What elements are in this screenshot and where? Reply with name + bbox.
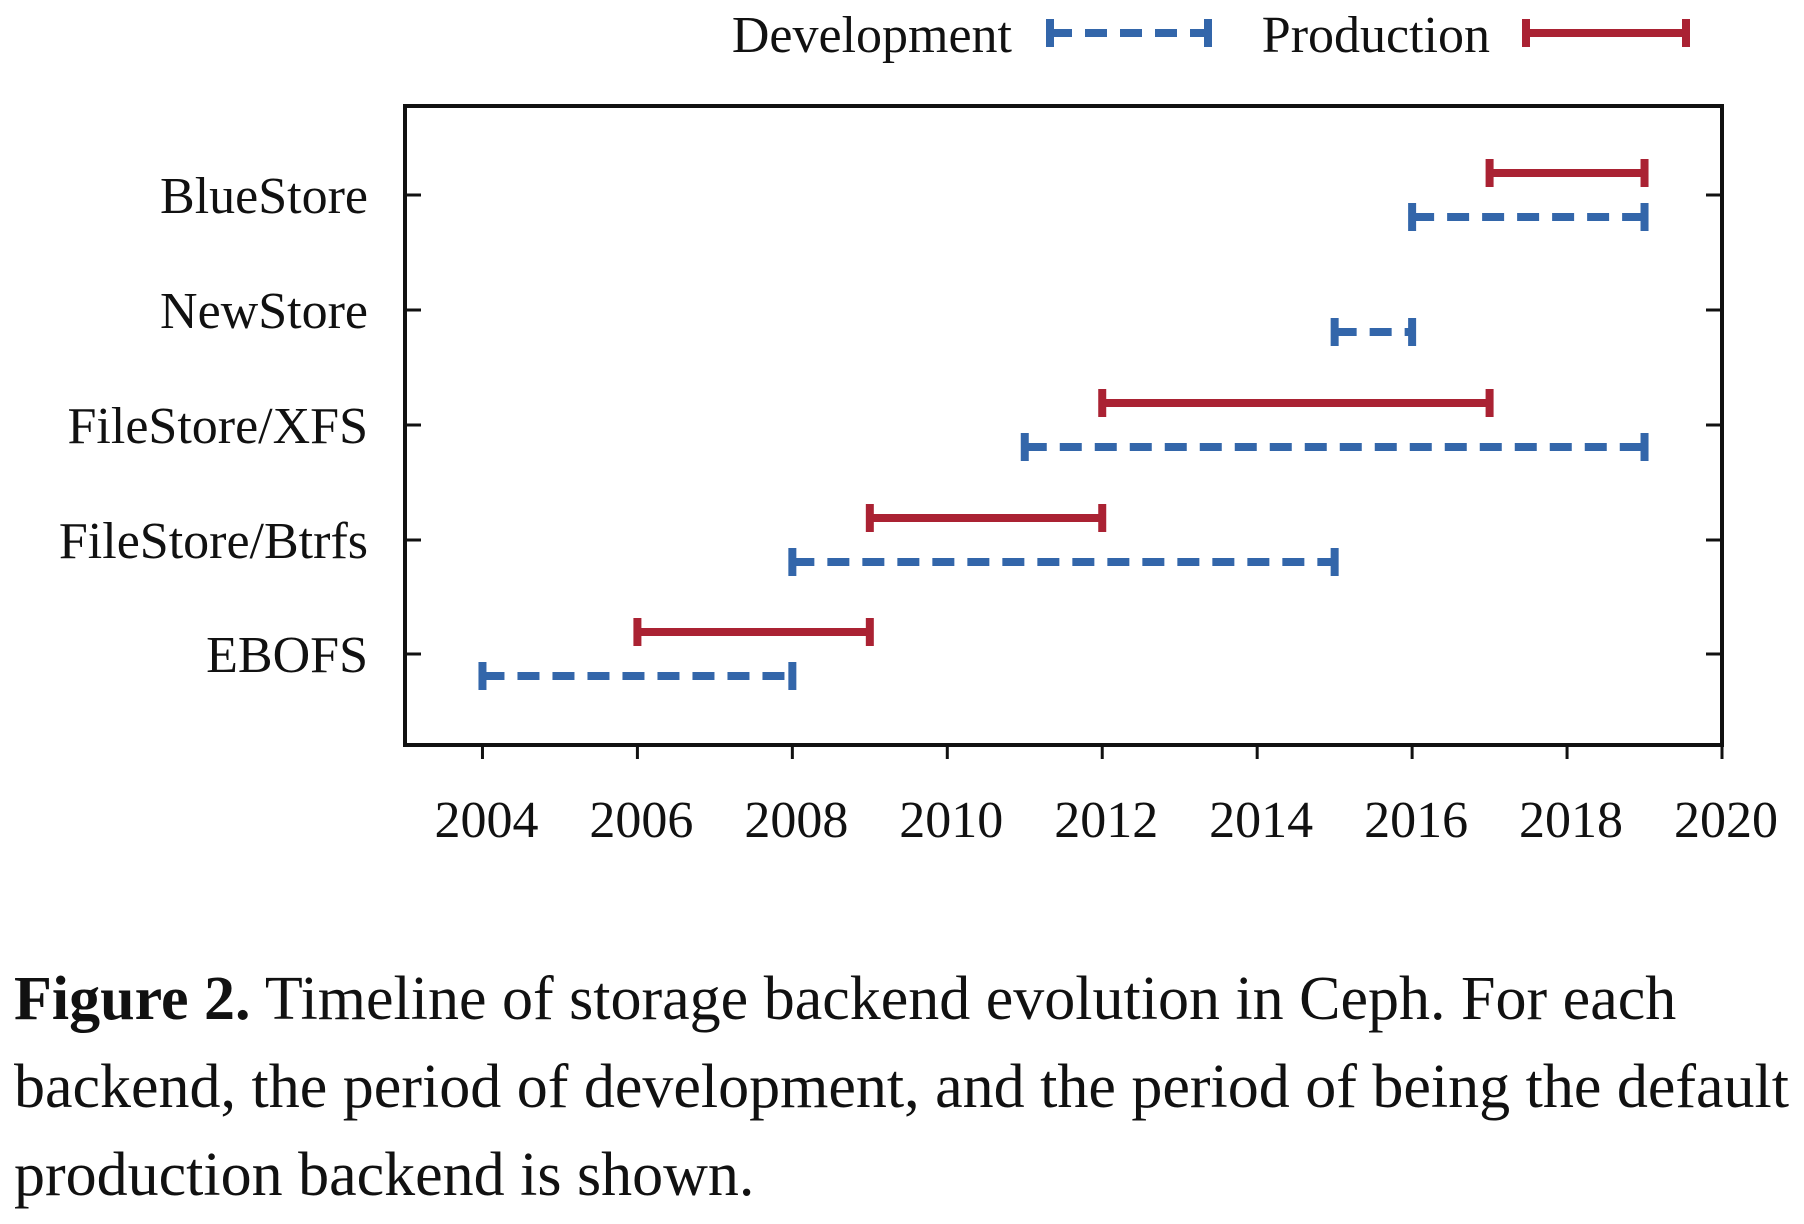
interval-bars — [478, 159, 1649, 690]
y-tick-label-filestore-btrfs: FileStore/Btrfs — [59, 513, 368, 570]
y-tick-label-filestore-xfs: FileStore/XFS — [68, 398, 369, 455]
development-bar-filestore-xfs — [1020, 433, 1649, 461]
x-tick-label-2020: 2020 — [1674, 792, 1778, 849]
caption-text: Timeline of storage backend evolution in… — [14, 965, 1789, 1209]
y-tick-label-bluestore: BlueStore — [160, 168, 368, 225]
legend-label-production: Production — [1262, 7, 1490, 64]
x-tick-label-2004: 2004 — [434, 792, 538, 849]
plot-frame — [403, 104, 1724, 747]
y-tick-label-newstore: NewStore — [160, 283, 368, 340]
development-bar-newstore — [1330, 318, 1417, 346]
axes: EBOFS FileStore/Btrfs FileStore/XFS NewStor… — [59, 104, 1778, 849]
x-tick-label-2014: 2014 — [1209, 792, 1313, 849]
x-tick-label-2012: 2012 — [1054, 792, 1158, 849]
production-bar-filestore-btrfs — [865, 504, 1107, 532]
x-tick-label-2006: 2006 — [589, 792, 693, 849]
legend-label-development: Development — [732, 7, 1013, 64]
x-tick-label-2008: 2008 — [744, 792, 848, 849]
production-bar-filestore-xfs — [1098, 389, 1494, 417]
x-tick-label-2016: 2016 — [1364, 792, 1468, 849]
y-tick-label-ebofs: EBOFS — [206, 627, 368, 684]
development-bar-ebofs — [478, 662, 797, 690]
production-bar-bluestore — [1485, 159, 1649, 187]
legend-swatch-development — [1046, 19, 1212, 47]
caption-label: Figure 2. — [14, 965, 251, 1033]
figure-caption: Figure 2. Timeline of storage backend ev… — [14, 955, 1794, 1219]
development-bar-bluestore — [1408, 203, 1649, 231]
timeline-chart: Development Production EBOFS FileStore/Btr… — [59, 7, 1778, 849]
development-bar-filestore-btrfs — [788, 548, 1339, 576]
x-tick-label-2018: 2018 — [1519, 792, 1623, 849]
x-tick-label-2010: 2010 — [899, 792, 1003, 849]
legend: Development Production — [732, 7, 1690, 64]
legend-swatch-production — [1522, 19, 1690, 47]
production-bar-ebofs — [633, 618, 874, 646]
